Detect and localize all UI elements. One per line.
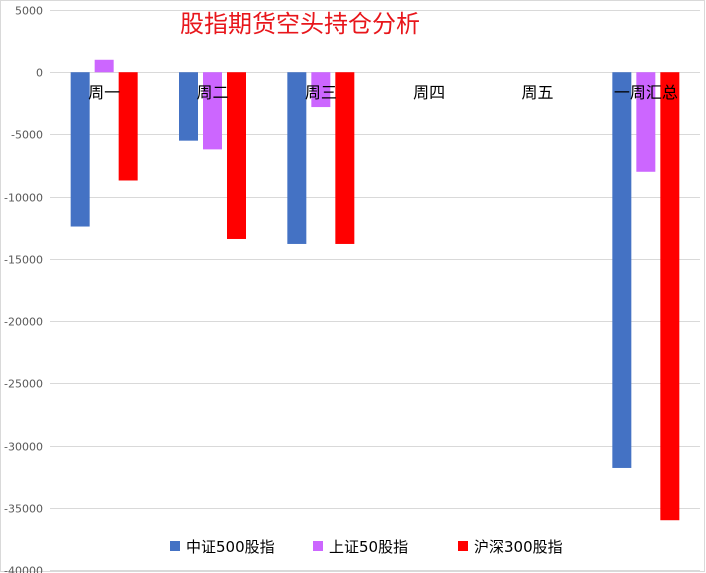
- legend-label: 上证50股指: [329, 538, 408, 556]
- category-label: 周一: [88, 83, 120, 102]
- bar: [203, 72, 222, 150]
- y-tick-label: 5000: [15, 5, 43, 18]
- y-tick-label: -20000: [4, 316, 43, 329]
- y-tick-label: -25000: [4, 378, 43, 391]
- legend: 中证500股指 上证50股指 沪深300股指: [170, 538, 563, 556]
- legend-swatch: [170, 541, 180, 551]
- bar: [311, 72, 331, 108]
- y-axis-ticks: 5000 0 -5000 -10000 -15000 -20000 -25000 -30000…: [4, 5, 43, 573]
- category-label: 一周汇总: [614, 83, 678, 102]
- chart-title: 股指期货空头持仓分析: [180, 10, 420, 38]
- category-label: 周四: [413, 83, 445, 102]
- bar: [227, 72, 246, 239]
- legend-label: 中证500股指: [186, 538, 275, 556]
- y-tick-label: -15000: [4, 254, 43, 267]
- y-tick-label: -40000: [4, 565, 43, 573]
- y-tick-label: -35000: [4, 503, 43, 516]
- y-tick-label: -10000: [4, 192, 43, 205]
- category-label: 周五: [521, 83, 553, 102]
- bar: [179, 72, 198, 141]
- bar: [335, 72, 355, 244]
- bar: [612, 72, 632, 468]
- category-label: 周二: [196, 83, 228, 102]
- y-tick-label: -30000: [4, 441, 43, 454]
- y-tick-label: -5000: [11, 129, 43, 142]
- bar: [636, 72, 656, 172]
- bars: [70, 59, 680, 521]
- category-labels: 周一 周二 周三 周四 周五 一周汇总: [88, 83, 678, 102]
- bar: [70, 72, 90, 227]
- legend-swatch: [313, 541, 323, 551]
- bar: [660, 72, 680, 521]
- bar: [287, 72, 307, 244]
- legend-swatch: [458, 541, 468, 551]
- legend-label: 沪深300股指: [474, 538, 563, 556]
- category-label: 周三: [305, 83, 337, 102]
- bar: [118, 72, 138, 181]
- y-tick-label: 0: [36, 67, 43, 80]
- gridlines: [50, 10, 700, 571]
- bar: [94, 59, 114, 73]
